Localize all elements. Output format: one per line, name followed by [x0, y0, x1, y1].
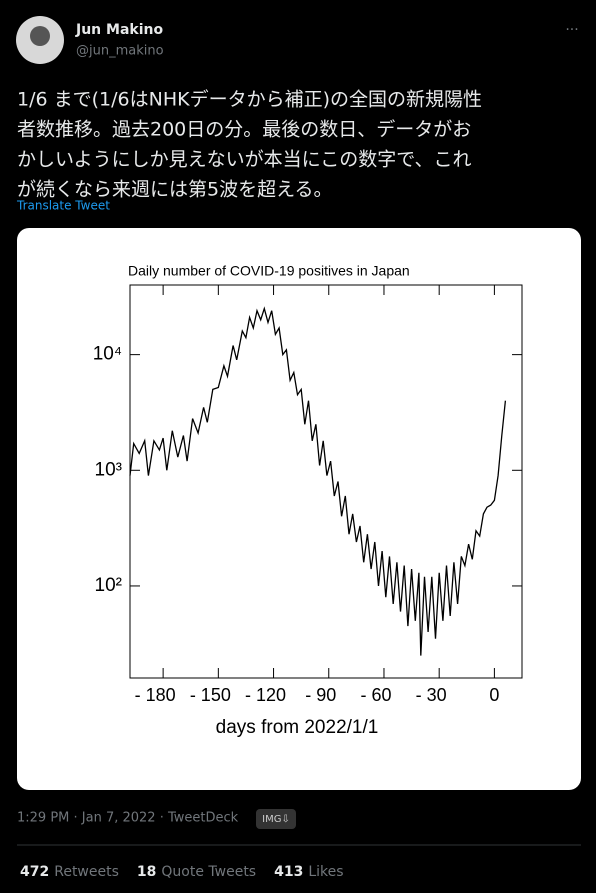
- tweet-line: 1/6 まで(1/6はNHKデータから補正)の全国の新規陽性: [17, 89, 482, 111]
- user-handle[interactable]: @jun_makino: [76, 44, 164, 59]
- stat-label[interactable]: Retweets: [54, 864, 119, 880]
- badge-text: IMG⇩: [262, 814, 290, 825]
- user-name[interactable]: Jun Makino: [75, 22, 163, 38]
- avatar-face: [30, 26, 50, 46]
- tweet-line: かしいようにしか見えないが本当にこの数字で、これ: [17, 149, 471, 171]
- tweet-line: が続くなら来週には第5波を超える。: [17, 179, 333, 201]
- badge[interactable]: [256, 809, 296, 829]
- timestamp: 1:29 PM · Jan 7, 2022 · TweetDeck: [17, 811, 239, 826]
- x-axis-label: days from 2022/1/1: [216, 717, 379, 738]
- x-tick-label: - 150: [190, 685, 231, 705]
- stat-count[interactable]: 18: [137, 864, 156, 880]
- stat-label[interactable]: Quote Tweets: [161, 864, 256, 880]
- x-tick-label: - 30: [416, 685, 447, 705]
- image-card[interactable]: [17, 228, 581, 790]
- x-tick-label: 0: [489, 685, 499, 705]
- stat-count[interactable]: 413: [274, 864, 303, 880]
- x-tick-label: - 60: [360, 685, 391, 705]
- stat-count[interactable]: 472: [20, 864, 49, 880]
- x-tick-label: - 180: [135, 685, 176, 705]
- y-tick-label: 10⁴: [93, 344, 122, 365]
- chart-title: Daily number of COVID-19 positives in Ja…: [128, 263, 410, 279]
- x-tick-label: - 90: [305, 685, 336, 705]
- y-tick-label: 10²: [95, 575, 122, 596]
- stat-label[interactable]: Likes: [308, 864, 343, 880]
- menu[interactable]: ···: [565, 22, 578, 38]
- tweet-line: 者数推移。過去200日の分。最後の数日、データがお: [17, 119, 471, 141]
- plot-frame: [129, 284, 523, 679]
- x-tick-label: - 120: [245, 685, 286, 705]
- y-tick-label: 10³: [95, 459, 122, 480]
- translate-link[interactable]: Translate Tweet: [16, 199, 110, 213]
- data-line: [129, 306, 507, 656]
- tweet-text: 1/6 まで(1/6はNHKデータから補正)の全国の新規陽性者数推移。過去200…: [17, 89, 482, 201]
